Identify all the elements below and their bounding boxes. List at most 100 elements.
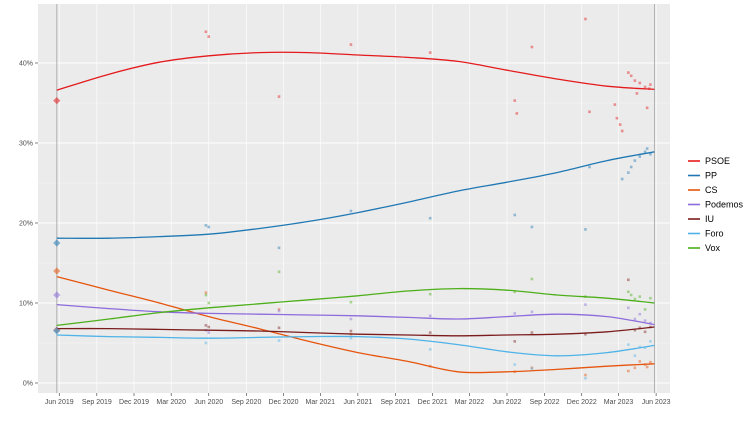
poll-point	[588, 110, 591, 114]
poll-point	[277, 246, 281, 250]
poll-points	[204, 17, 652, 380]
poll-point	[649, 340, 652, 343]
poll-point	[620, 129, 624, 133]
poll-point	[645, 106, 649, 110]
poll-point	[204, 341, 208, 345]
y-tick-label: 40%	[19, 61, 33, 68]
election-results	[53, 97, 61, 335]
poll-point	[204, 224, 208, 227]
poll-point	[613, 103, 617, 106]
poll-point	[513, 340, 517, 343]
poll-point	[513, 363, 517, 366]
poll-point	[643, 346, 647, 350]
poll-point	[513, 312, 517, 315]
legend-label: Podemos	[705, 200, 744, 210]
poll-point	[649, 321, 652, 325]
election-result-podemos	[53, 291, 61, 299]
x-tick-label: Dec 2019	[119, 399, 149, 406]
poll-point	[530, 310, 534, 314]
poll-point	[530, 331, 534, 334]
plot-panel	[38, 4, 670, 393]
poll-point	[633, 297, 637, 301]
poll-point	[638, 155, 642, 158]
poll-point	[584, 373, 587, 377]
poll-point	[584, 376, 587, 380]
poll-point	[584, 332, 587, 336]
x-tick-label: Mar 2021	[306, 399, 336, 406]
poll-point	[349, 43, 353, 46]
poll-point	[207, 331, 211, 334]
poll-point	[638, 345, 642, 349]
poll-point	[627, 71, 630, 74]
trend-line-foro	[56, 334, 655, 357]
poll-point	[649, 360, 652, 364]
poll-point	[530, 367, 534, 370]
x-tick-label: Sep 2020	[231, 399, 261, 406]
poll-point	[428, 331, 432, 334]
poll-point	[633, 328, 637, 332]
poll-point	[615, 116, 619, 120]
poll-point	[207, 35, 211, 38]
poll-point	[515, 112, 519, 115]
legend-label: CS	[705, 185, 718, 195]
trend-lines	[56, 51, 655, 374]
poll-point	[207, 325, 211, 329]
poll-point	[277, 95, 281, 98]
poll-point	[277, 308, 281, 311]
poll-point	[645, 365, 649, 369]
poll-point	[513, 213, 517, 217]
y-axis: 0% 10% 20% 30% 40%	[19, 61, 38, 388]
x-tick-label: Jun 2021	[343, 399, 372, 406]
trend-line-pp	[56, 151, 655, 239]
poll-point	[638, 312, 642, 316]
poll-point	[627, 306, 630, 310]
x-axis: Jun 2019 Sep 2019 Dec 2019 Mar 2020 Jun 2020…	[45, 393, 671, 406]
poll-point	[649, 83, 652, 86]
legend-label: PSOE	[705, 156, 730, 166]
election-result-foro	[53, 327, 61, 335]
x-tick-label: Dec 2020	[269, 399, 299, 406]
poll-point	[428, 51, 432, 54]
poll-point	[207, 225, 211, 229]
poll-point	[635, 92, 639, 95]
poll-point	[277, 309, 281, 313]
poll-point	[530, 225, 534, 229]
poll-point	[277, 339, 281, 342]
poll-point	[629, 165, 633, 169]
poll-point	[428, 216, 432, 220]
x-tick-label: Mar 2020	[156, 399, 186, 406]
y-tick-label: 20%	[19, 221, 33, 228]
poll-point	[349, 209, 353, 213]
x-tick-label: Jun 2020	[194, 399, 223, 406]
x-tick-label: Dec 2021	[418, 399, 448, 406]
poll-point	[513, 99, 517, 102]
poll-point	[204, 291, 208, 294]
x-tick-label: Mar 2022	[455, 399, 485, 406]
x-tick-label: Jun 2019	[45, 399, 74, 406]
poll-point	[349, 329, 353, 333]
legend-label: Vox	[705, 243, 721, 253]
election-result-pp	[53, 239, 61, 247]
x-tick-label: Dec 2022	[567, 399, 597, 406]
legend-label: Foro	[705, 229, 724, 239]
poll-point	[530, 366, 534, 370]
poll-point	[643, 330, 647, 334]
poll-point	[349, 336, 353, 340]
poll-point	[584, 303, 587, 306]
legend-label: IU	[705, 214, 714, 224]
x-tick-label: Sep 2022	[530, 399, 560, 406]
poll-point	[428, 314, 432, 318]
poll-point	[204, 30, 208, 34]
poll-point	[627, 290, 630, 294]
poll-point	[627, 343, 630, 346]
poll-point	[588, 165, 591, 169]
poll-point	[627, 278, 630, 282]
poll-point	[629, 74, 633, 78]
trend-line-cs	[56, 275, 655, 374]
poll-point	[277, 270, 281, 274]
poll-point	[629, 293, 633, 297]
poll-point	[633, 366, 637, 370]
x-tick-label: Sep 2019	[82, 399, 112, 406]
